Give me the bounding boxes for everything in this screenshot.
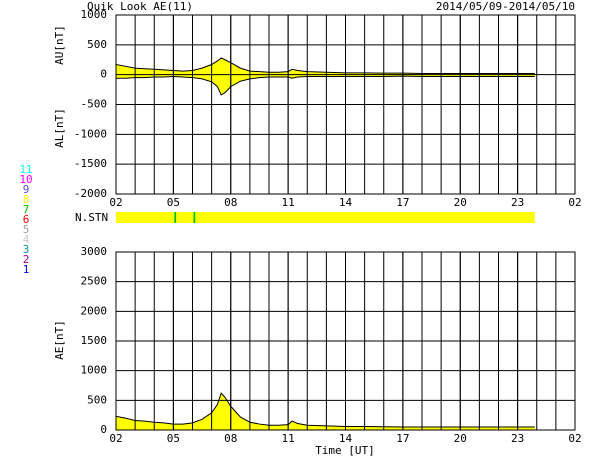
legend-label: 6 — [23, 213, 30, 226]
x-tick-label: 05 — [167, 432, 180, 445]
chart-subtitle: 2014/05/09-2014/05/10 — [436, 0, 575, 13]
y-tick-label: -1500 — [74, 157, 107, 170]
chart-title: Quik Look AE(11) — [87, 0, 193, 13]
x-tick-label: 02 — [109, 432, 122, 445]
station-bar — [195, 212, 535, 223]
x-tick-label: 08 — [224, 196, 237, 209]
x-axis-label: Time [UT] — [315, 444, 375, 457]
legend-label: 5 — [23, 223, 30, 236]
y-axis-label: AU[nT] — [53, 25, 66, 65]
y-tick-label: 500 — [87, 38, 107, 51]
y-tick-label: 1000 — [81, 364, 108, 377]
x-tick-label: 20 — [454, 432, 467, 445]
legend-label: 3 — [23, 243, 30, 256]
station-bar — [116, 212, 175, 223]
y-axis-label: AE[nT] — [53, 320, 66, 360]
area-fill — [116, 393, 535, 430]
y-tick-label: 2500 — [81, 275, 108, 288]
legend-label: 11 — [19, 163, 32, 176]
x-tick-label: 02 — [568, 196, 581, 209]
station-bar — [176, 212, 194, 223]
x-tick-label: 11 — [282, 196, 295, 209]
x-tick-label: 11 — [282, 432, 295, 445]
y-tick-label: -500 — [81, 98, 108, 111]
area-fill — [116, 57, 535, 75]
y-tick-label: 1000 — [81, 8, 108, 21]
station-bar — [193, 212, 196, 223]
area-line — [116, 75, 535, 96]
y-tick-label: 0 — [100, 423, 107, 436]
x-tick-label: 08 — [224, 432, 237, 445]
y-tick-label: -1000 — [74, 127, 107, 140]
y-tick-label: 3000 — [81, 245, 108, 258]
y-tick-label: 1500 — [81, 334, 108, 347]
plot-frame — [115, 251, 576, 431]
y-tick-label: 2000 — [81, 304, 108, 317]
area-line — [115, 57, 535, 74]
legend-label: 8 — [23, 193, 30, 206]
legend-label: 7 — [23, 203, 30, 216]
area-line — [115, 392, 535, 428]
x-tick-label: 23 — [511, 432, 524, 445]
station-bar — [174, 212, 177, 223]
area-fill — [116, 74, 535, 95]
legend-label: 10 — [19, 173, 32, 186]
legend-label: 4 — [23, 233, 30, 246]
legend-label: 1 — [23, 263, 30, 276]
x-tick-label: 02 — [109, 196, 122, 209]
x-tick-label: 17 — [396, 432, 409, 445]
x-tick-label: 17 — [396, 196, 409, 209]
x-tick-label: 02 — [568, 432, 581, 445]
x-tick-label: 05 — [167, 196, 180, 209]
y-axis-label: AL[nT] — [53, 108, 66, 148]
x-tick-label: 14 — [339, 432, 353, 445]
x-tick-label: 20 — [454, 196, 467, 209]
x-tick-label: 23 — [511, 196, 524, 209]
plot-frame — [115, 14, 576, 195]
legend-label: 2 — [23, 253, 30, 266]
legend-label: 9 — [23, 183, 30, 196]
x-tick-label: 14 — [339, 196, 353, 209]
nstn-label: N.STN — [75, 211, 108, 224]
y-tick-label: 0 — [100, 68, 107, 81]
y-tick-label: -2000 — [74, 187, 107, 200]
y-tick-label: 500 — [87, 393, 107, 406]
